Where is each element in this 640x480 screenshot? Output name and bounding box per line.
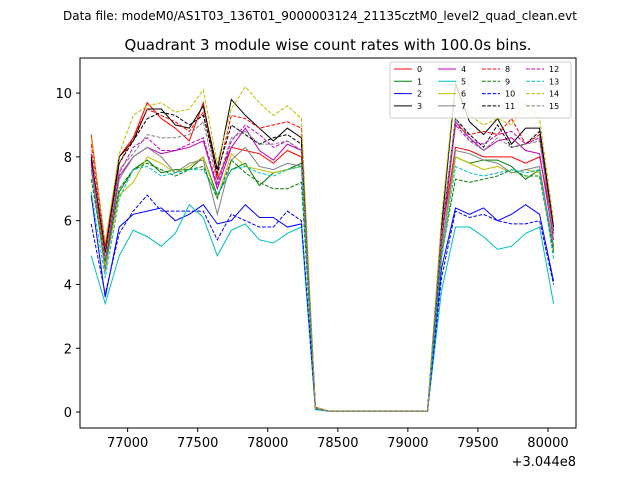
legend-label-12: 12: [549, 65, 559, 74]
x-tick-label: 80000: [527, 436, 568, 451]
chart-suptitle: Data file: modeM0/AS1T03_136T01_90000031…: [63, 9, 577, 23]
series-line-2: [90, 195, 555, 412]
y-tick-label: 4: [64, 278, 72, 293]
series-line-12: [90, 123, 555, 412]
y-tick-label: 6: [64, 215, 72, 230]
series-line-7: [90, 146, 555, 412]
x-tick-label: 79500: [457, 436, 498, 451]
legend-label-4: 4: [461, 65, 466, 74]
series-line-4: [90, 120, 555, 412]
y-axis: 0 2 4 6 8 10: [55, 87, 80, 421]
legend-label-15: 15: [549, 102, 559, 111]
legend-label-2: 2: [417, 90, 422, 99]
y-tick-label: 10: [55, 87, 72, 102]
legend-label-13: 13: [549, 77, 559, 86]
legend-label-11: 11: [505, 102, 515, 111]
series-line-13: [90, 165, 555, 412]
y-tick-label: 8: [64, 151, 72, 166]
legend-label-0: 0: [417, 65, 422, 74]
legend-label-3: 3: [417, 102, 422, 111]
x-tick-label: 77000: [107, 436, 148, 451]
legend-box: [389, 61, 572, 119]
series-line-3: [90, 83, 555, 412]
series-line-15: [90, 117, 555, 412]
x-tick-label: 78000: [247, 436, 288, 451]
x-tick-label: 78500: [317, 436, 358, 451]
series-line-9: [90, 159, 555, 412]
legend-label-8: 8: [505, 65, 510, 74]
series-line-14: [90, 80, 555, 412]
legend-label-6: 6: [461, 90, 466, 99]
x-axis: 77000 77500 78000 78500 79000 79500 80000: [107, 428, 569, 451]
legend-label-14: 14: [549, 90, 559, 99]
x-tick-label: 79000: [387, 436, 428, 451]
x-tick-label: 77500: [177, 436, 218, 451]
legend-label-1: 1: [417, 77, 422, 86]
x-offset-label: +3.044e8: [512, 455, 576, 470]
series-line-0: [90, 100, 555, 412]
series-lines: [90, 80, 555, 412]
series-line-6: [90, 152, 555, 412]
series-line-8: [90, 108, 555, 412]
chart-title: Quadrant 3 module wise count rates with …: [124, 36, 531, 54]
series-line-10: [90, 194, 555, 412]
y-tick-label: 0: [64, 406, 72, 421]
series-line-5: [90, 203, 555, 412]
y-tick-label: 2: [64, 342, 72, 357]
legend-label-10: 10: [505, 90, 515, 99]
legend-label-7: 7: [461, 102, 466, 111]
series-line-1: [90, 156, 555, 412]
plot-frame: [79, 57, 577, 429]
legend-label-9: 9: [505, 77, 510, 86]
legend-label-5: 5: [461, 77, 466, 86]
